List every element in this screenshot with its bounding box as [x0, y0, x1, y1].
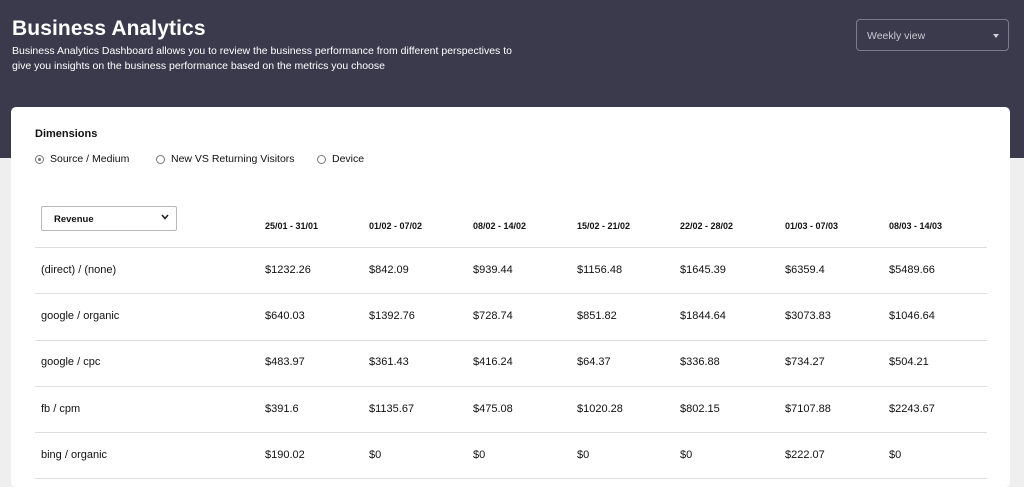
table-cell: $504.21 [889, 356, 929, 368]
row-label: fb / cpm [41, 403, 81, 415]
radio-checked-icon [35, 154, 44, 164]
table-cell: $728.74 [473, 310, 513, 322]
table-cell: $391.6 [265, 403, 299, 415]
table-cell: $851.82 [577, 310, 617, 322]
radio-source-medium[interactable]: Source / Medium [35, 152, 129, 166]
row-divider [35, 293, 987, 294]
column-header: 15/02 - 21/02 [577, 221, 631, 231]
table-cell: $5489.66 [889, 264, 935, 276]
radio-unchecked-icon [156, 154, 165, 164]
table-cell: $7107.88 [785, 403, 831, 415]
table-cell: $734.27 [785, 356, 825, 368]
dimensions-title: Dimensions [35, 128, 98, 140]
table-cell: $483.97 [265, 356, 305, 368]
column-header: 25/01 - 31/01 [265, 221, 319, 231]
column-header: 01/03 - 07/03 [785, 221, 839, 231]
row-divider [35, 478, 987, 479]
table-cell: $361.43 [369, 356, 409, 368]
table-cell: $6359.4 [785, 264, 825, 276]
table-cell: $939.44 [473, 264, 513, 276]
radio-unchecked-icon [317, 154, 326, 164]
table-cell: $1232.26 [265, 264, 311, 276]
caret-down-icon [993, 34, 999, 38]
table-cell: $0 [473, 449, 486, 461]
row-divider [35, 247, 987, 248]
column-header: 22/02 - 28/02 [680, 221, 734, 231]
table-cell: $1156.48 [577, 264, 623, 276]
column-header: 08/03 - 14/03 [889, 221, 943, 231]
metric-select-value: Revenue [54, 214, 94, 225]
table-cell: $64.37 [577, 356, 611, 368]
row-label: google / organic [41, 310, 120, 322]
table-cell: $802.15 [680, 403, 720, 415]
table-cell: $2243.67 [889, 403, 935, 415]
table-cell: $0 [577, 449, 590, 461]
table-cell: $842.09 [369, 264, 409, 276]
radio-new-vs-returning[interactable]: New VS Returning Visitors [156, 152, 295, 166]
radio-device[interactable]: Device [317, 152, 364, 166]
table-cell: $640.03 [265, 310, 305, 322]
column-header: 08/02 - 14/02 [473, 221, 527, 231]
table-cell: $1392.76 [369, 310, 415, 322]
column-header: 01/02 - 07/02 [369, 221, 423, 231]
view-select-value: Weekly view [867, 30, 926, 42]
view-select[interactable]: Weekly view [856, 19, 1009, 51]
radio-label: Source / Medium [50, 153, 130, 165]
row-divider [35, 340, 987, 341]
table-cell: $3073.83 [785, 310, 831, 322]
chevron-down-icon [161, 214, 169, 220]
page-title: Business Analytics [12, 17, 206, 40]
table-cell: $1020.28 [577, 403, 623, 415]
row-divider [35, 432, 987, 433]
row-label: google / cpc [41, 356, 101, 368]
table-cell: $1046.64 [889, 310, 935, 322]
table-cell: $0 [369, 449, 382, 461]
page-description: Business Analytics Dashboard allows you … [12, 45, 512, 72]
table-cell: $190.02 [265, 449, 305, 461]
row-divider [35, 386, 987, 387]
table-cell: $1844.64 [680, 310, 726, 322]
table-cell: $0 [680, 449, 693, 461]
row-label: (direct) / (none) [41, 264, 117, 276]
analytics-card: Dimensions Source / Medium New VS Return… [11, 107, 1010, 487]
table-cell: $1135.67 [369, 403, 415, 415]
table-cell: $1645.39 [680, 264, 726, 276]
radio-label: Device [332, 153, 365, 165]
table-cell: $416.24 [473, 356, 513, 368]
radio-label: New VS Returning Visitors [171, 153, 295, 165]
table-cell: $0 [889, 449, 902, 461]
table-cell: $336.88 [680, 356, 720, 368]
table-cell: $222.07 [785, 449, 825, 461]
row-label: bing / organic [41, 449, 108, 461]
table-cell: $475.08 [473, 403, 513, 415]
metric-select[interactable]: Revenue [41, 206, 177, 231]
